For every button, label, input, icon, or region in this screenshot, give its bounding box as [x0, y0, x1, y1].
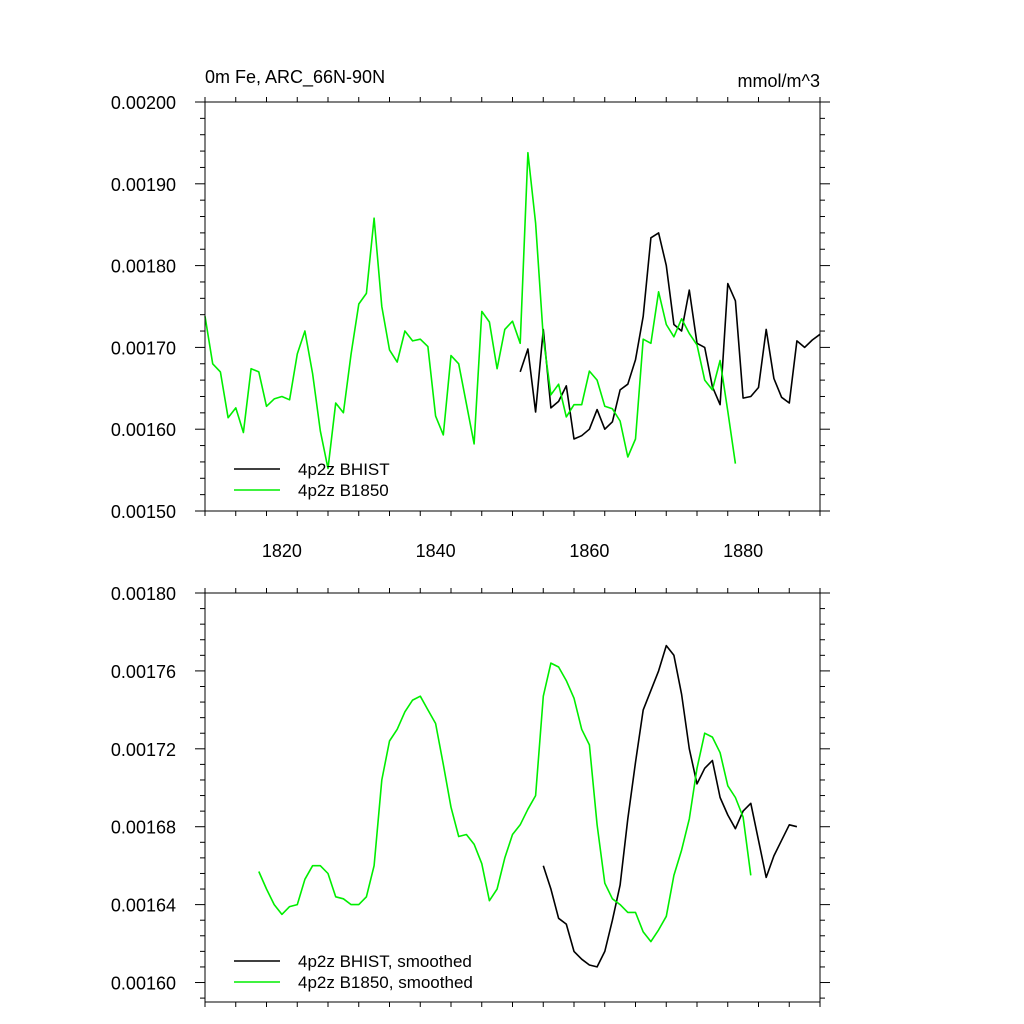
units-label: mmol/m^3: [738, 71, 820, 91]
bottom-ticks: 0.00160 0.00164 0.00168 0.00172 0.00176 0.001…: [111, 584, 830, 1007]
legend-label-b1850: 4p2z B1850: [298, 481, 389, 500]
y-tick-label: 0.00160: [111, 974, 176, 994]
series-line-4p2z-b1850: [204, 151, 737, 470]
y-tick-label: 0.00190: [111, 175, 176, 195]
bottom-plot-frame: [204, 592, 821, 1003]
bottom-legend: 4p2z BHIST, smoothed 4p2z B1850, smoothe…: [234, 952, 473, 992]
y-tick-label: 0.00168: [111, 818, 176, 838]
y-tick-label: 0.00160: [111, 420, 176, 440]
y-tick-label: 0.00200: [111, 93, 176, 113]
top-plot-frame: [204, 101, 821, 512]
x-tick-label: 1880: [723, 541, 763, 561]
y-tick-label: 0.00170: [111, 338, 176, 358]
y-tick-label: 0.00180: [111, 257, 176, 277]
legend-label-b1850-smoothed: 4p2z B1850, smoothed: [298, 973, 473, 992]
x-tick-label: 1820: [262, 541, 302, 561]
top-panel: 0m Fe, ARC_66N-90N mmol/m^3 1820 1840 1860…: [111, 67, 830, 561]
series-line-4p2z-b1850-smoothed: [258, 662, 752, 943]
chart-title: 0m Fe, ARC_66N-90N: [205, 67, 385, 88]
y-tick-label: 0.00150: [111, 502, 176, 522]
legend-label-bhist-smoothed: 4p2z BHIST, smoothed: [298, 952, 472, 971]
y-tick-label: 0.00164: [111, 896, 176, 916]
top-legend: 4p2z BHIST 4p2z B1850: [234, 460, 390, 500]
bottom-series: [258, 644, 798, 968]
bottom-panel: 0.00160 0.00164 0.00168 0.00172 0.00176 0.001…: [111, 584, 830, 1007]
y-tick-label: 0.00172: [111, 740, 176, 760]
series-line-4p2z-bhist: [519, 232, 821, 440]
y-tick-label: 0.00180: [111, 584, 176, 604]
top-series: [204, 151, 821, 470]
y-tick-label: 0.00176: [111, 662, 176, 682]
legend-label-bhist: 4p2z BHIST: [298, 460, 390, 479]
x-tick-label: 1860: [569, 541, 609, 561]
x-tick-label: 1840: [416, 541, 456, 561]
series-line-4p2z-bhist-smoothed: [542, 644, 798, 968]
top-ticks: 1820 1840 1860 1880 0.00150 0.00160 0.00170 0.0…: [111, 93, 830, 561]
